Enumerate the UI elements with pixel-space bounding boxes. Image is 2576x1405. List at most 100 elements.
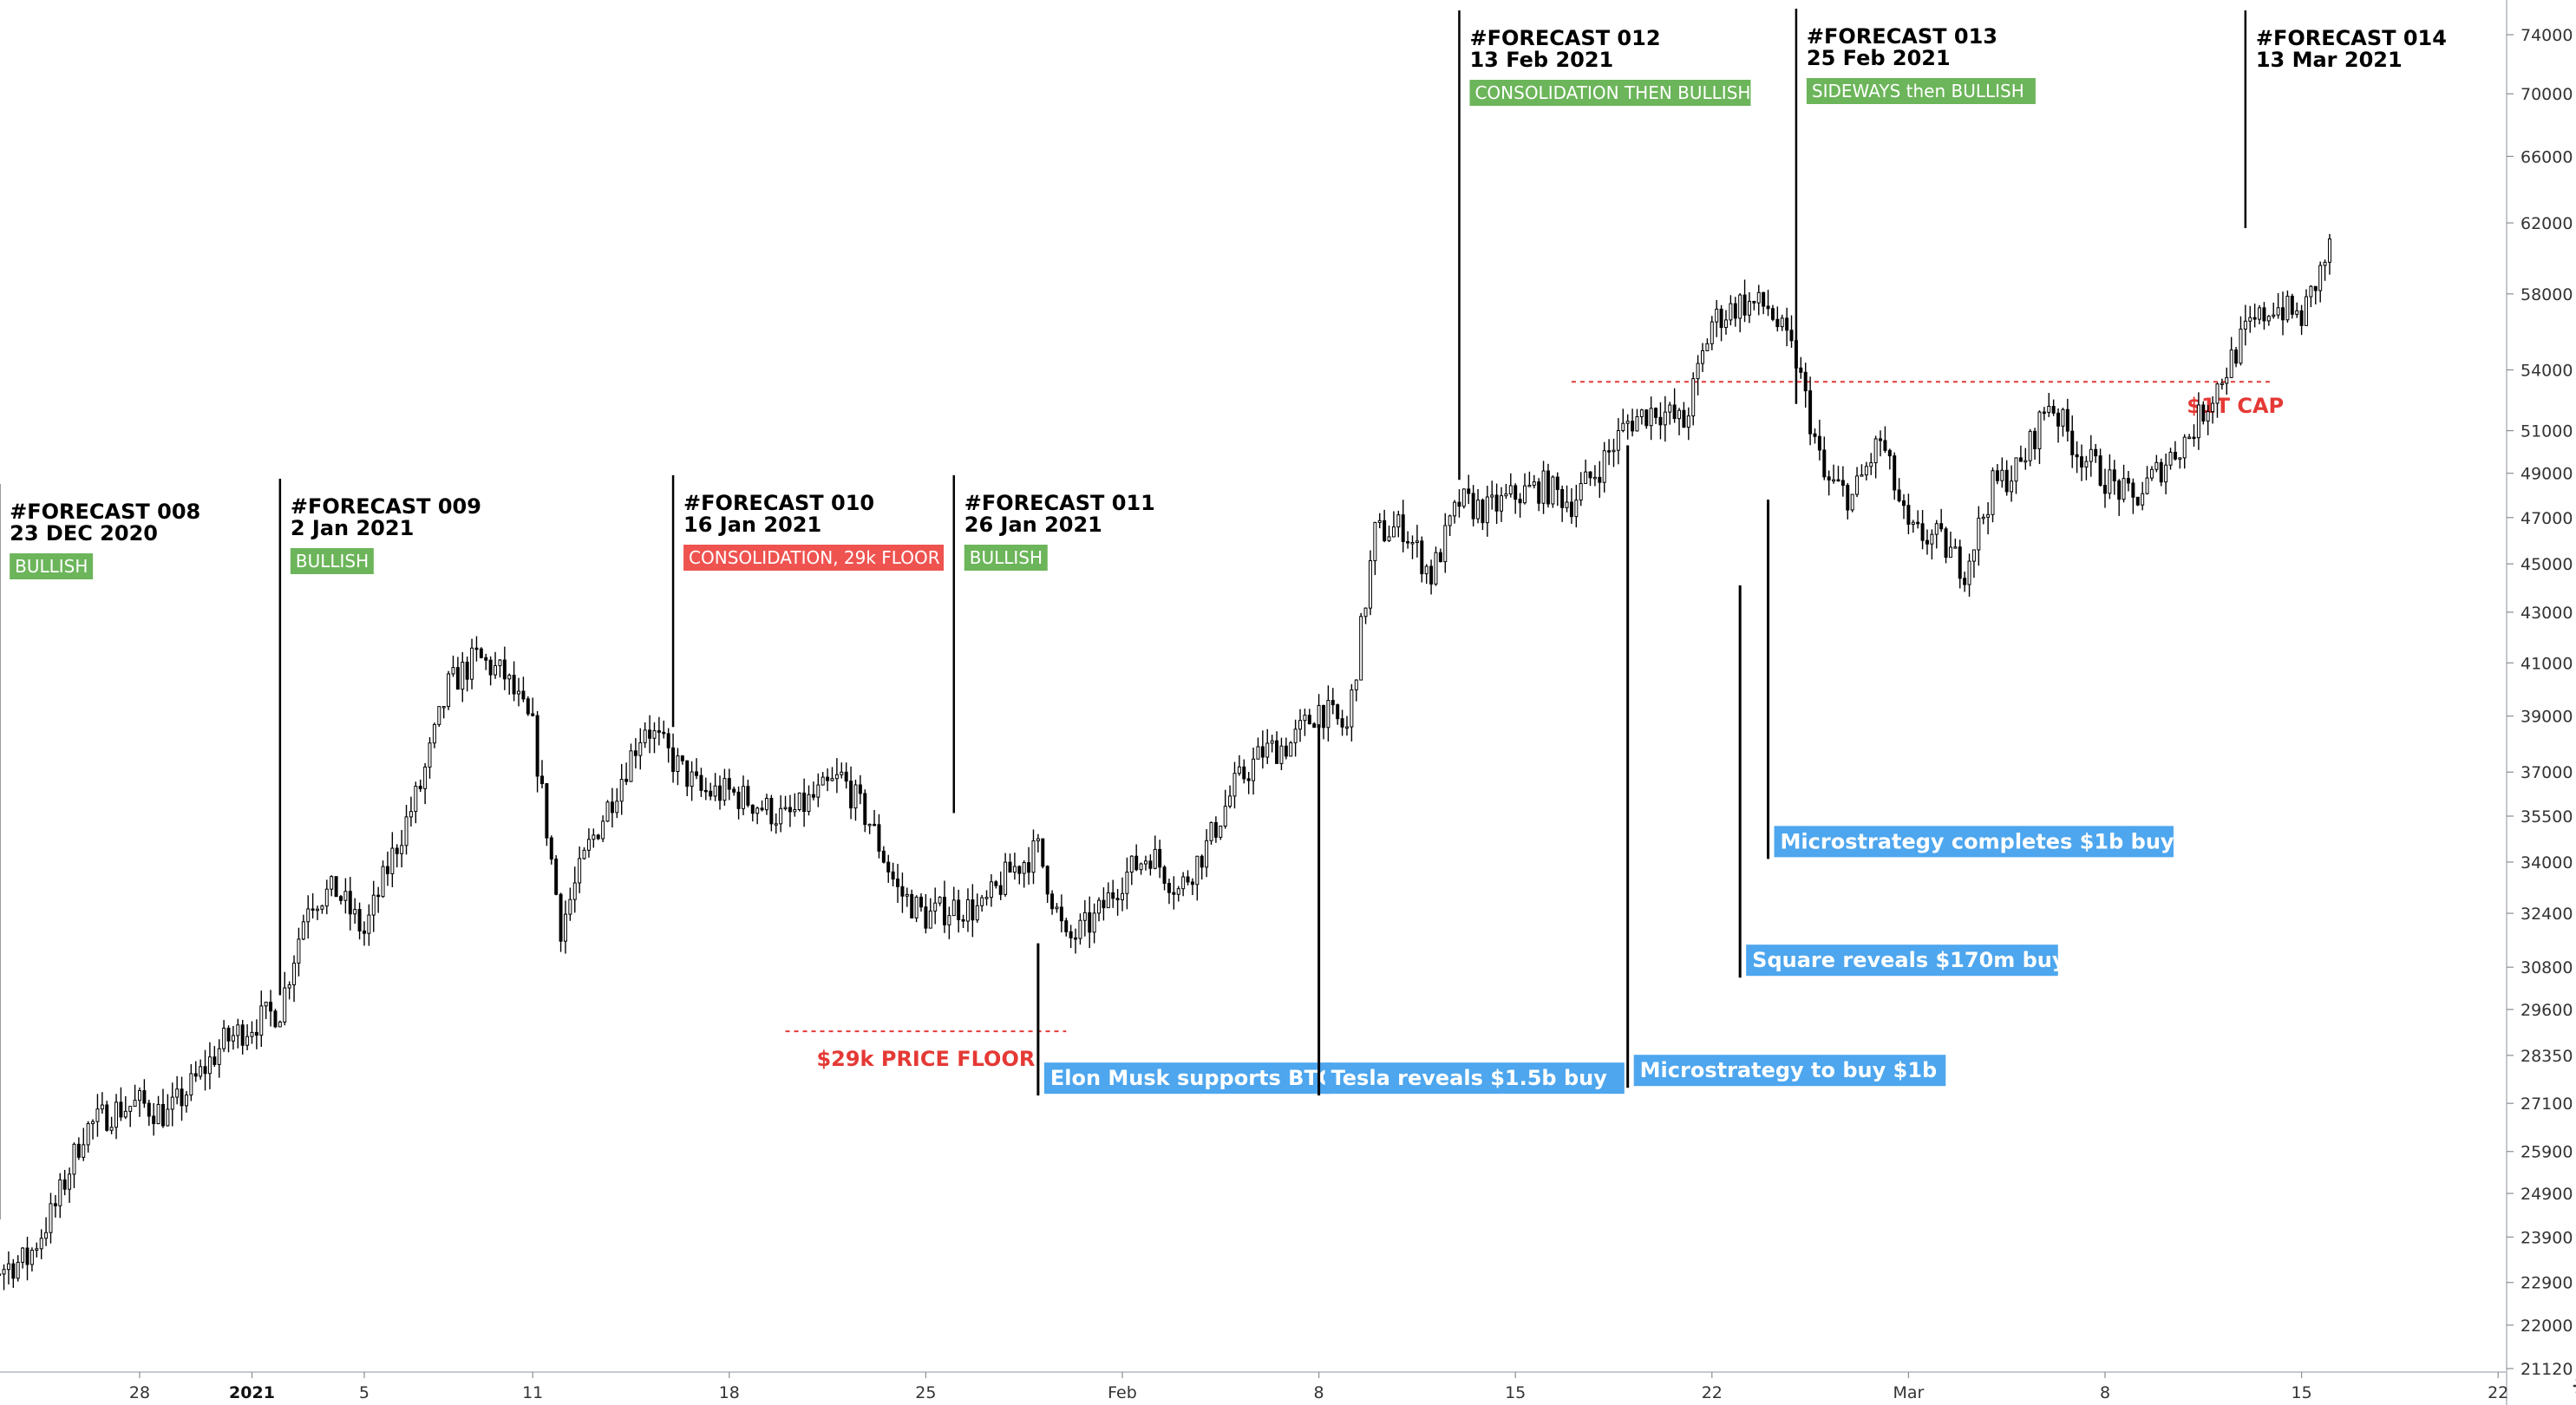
candle-body xyxy=(703,789,708,793)
candle xyxy=(1410,535,1415,559)
candle xyxy=(2,1264,6,1291)
candle xyxy=(1705,338,1710,352)
candle xyxy=(830,767,834,781)
candle-body xyxy=(428,742,432,768)
forecast-title: #FORECAST 010 xyxy=(683,491,874,515)
candle-body xyxy=(2299,310,2304,326)
candle-body xyxy=(2033,430,2037,449)
candle xyxy=(105,1101,109,1132)
candle-body xyxy=(2126,478,2130,484)
candle xyxy=(1097,897,1102,922)
candle-body xyxy=(797,792,801,811)
forecast-date: 16 Jan 2021 xyxy=(683,513,821,537)
candle-body xyxy=(816,784,821,798)
candle-body xyxy=(1799,367,1803,373)
settings-gear-icon[interactable] xyxy=(2573,1376,2576,1396)
candle xyxy=(1289,741,1293,757)
candle xyxy=(844,762,848,789)
candle xyxy=(1476,488,1481,524)
candle xyxy=(957,889,961,933)
candle xyxy=(1855,467,1860,498)
candle-body xyxy=(292,962,297,986)
candle-body xyxy=(1167,883,1171,893)
candle xyxy=(554,855,559,896)
time-axis-labels[interactable]: 28 2021 5 11 18 25 Feb 8 15 22 Mar 8 15 22 xyxy=(129,1372,2508,1402)
candle xyxy=(1158,840,1162,879)
candle xyxy=(633,738,637,769)
candle-body xyxy=(657,730,661,733)
candle xyxy=(465,657,469,692)
event-annotation[interactable]: Square reveals $170m buy xyxy=(1738,585,2066,978)
candle-body xyxy=(1500,495,1503,512)
candle-body xyxy=(2258,307,2262,320)
candle xyxy=(2276,292,2280,319)
candle-body xyxy=(1387,536,1391,541)
candle xyxy=(1621,408,1625,433)
candle-body xyxy=(311,908,315,912)
candle xyxy=(1279,737,1284,771)
candle-body xyxy=(877,824,881,852)
candle xyxy=(418,779,422,793)
candle xyxy=(998,871,1003,900)
candle xyxy=(479,647,483,659)
candle xyxy=(760,800,764,812)
candle-body xyxy=(886,861,891,872)
candle-body xyxy=(1064,920,1069,932)
event-annotation[interactable]: Microstrategy completes $1b buy xyxy=(1767,500,2174,859)
event-annotation[interactable]: Tesla reveals $1.5b buy xyxy=(1317,724,1625,1096)
candle-body xyxy=(2281,307,2285,321)
candle xyxy=(474,636,479,662)
price-axis-labels[interactable]: 74000 70000 66000 62000 58000 54000 51000 49000… xyxy=(2507,26,2573,1379)
candle-body xyxy=(2201,404,2206,422)
candle xyxy=(1902,493,1906,520)
candle xyxy=(283,971,287,1026)
candle-body xyxy=(189,1073,193,1096)
candle xyxy=(1514,483,1518,514)
candle xyxy=(1429,559,1434,595)
candle xyxy=(582,846,586,860)
candle xyxy=(559,892,563,952)
candle-body xyxy=(965,899,970,922)
candle-body xyxy=(409,811,413,818)
candle-body xyxy=(2037,411,2042,449)
candle xyxy=(1813,428,1817,444)
candle-body xyxy=(1457,501,1461,507)
candle xyxy=(989,873,993,907)
candle xyxy=(1139,862,1143,875)
candle xyxy=(2272,302,2276,319)
candle xyxy=(2243,304,2247,346)
candle xyxy=(1420,536,1424,583)
event-annotation[interactable]: Microstrategy to buy $1b xyxy=(1626,445,1946,1088)
candle-body xyxy=(951,899,956,917)
candle xyxy=(563,900,567,954)
candle xyxy=(35,1242,39,1258)
candle-body xyxy=(1205,840,1209,868)
candle-body xyxy=(1644,409,1649,427)
event-annotation[interactable]: Elon Musk supports BTC xyxy=(1036,943,1334,1096)
candle-body xyxy=(1621,422,1625,431)
candle xyxy=(357,902,362,940)
candle-body xyxy=(2117,480,2122,500)
candle-body xyxy=(1330,700,1335,706)
candle-body xyxy=(334,876,338,898)
candle-body xyxy=(2272,314,2276,317)
candle xyxy=(652,722,657,754)
candle xyxy=(1612,438,1616,467)
candle-body xyxy=(160,1103,165,1127)
candle xyxy=(222,1020,226,1052)
candle xyxy=(1869,453,1873,475)
candle-body xyxy=(1625,421,1630,424)
candle xyxy=(1565,485,1569,513)
candle-body xyxy=(128,1106,133,1112)
candle xyxy=(736,786,741,820)
forecast-title: #FORECAST 013 xyxy=(1807,24,1997,49)
